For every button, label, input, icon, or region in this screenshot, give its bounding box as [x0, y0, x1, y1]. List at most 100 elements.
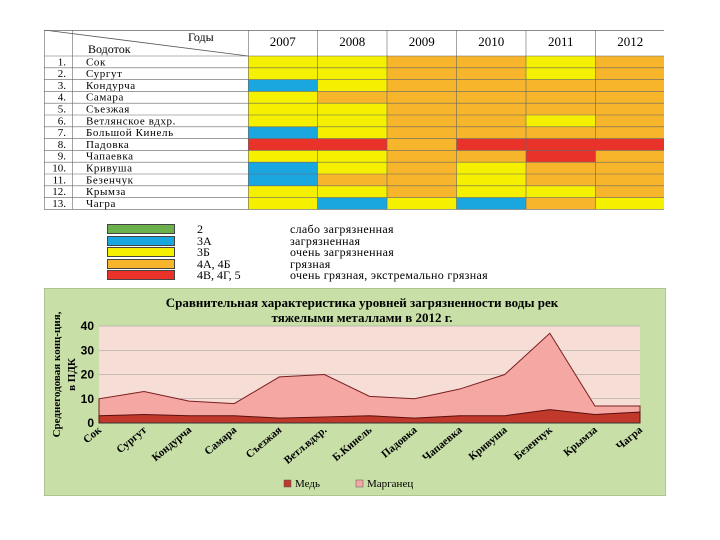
year-header: 2011: [548, 34, 574, 49]
watercourse-name: Чапаевка: [86, 151, 134, 163]
class-cell: [456, 174, 526, 186]
header-diagonal: [44, 30, 249, 57]
legend-key: [283, 479, 292, 488]
class-cell: [456, 56, 526, 68]
heavy-metals-chart: Сравнительная характеристика уровней заг…: [44, 288, 666, 496]
row-number: 9.: [58, 151, 67, 163]
row-number: 10.: [52, 163, 66, 175]
class-cell: [595, 103, 664, 115]
row-number: 7.: [58, 127, 67, 139]
class-cell: [456, 126, 526, 139]
legend-code: 2: [197, 222, 203, 236]
watercourse-name: Падовка: [86, 139, 129, 151]
class-cell: [456, 103, 526, 115]
class-cell: [526, 126, 596, 139]
class-cell: [526, 150, 596, 163]
header-watercourse-label: Водоток: [88, 42, 131, 56]
class-cell: [387, 67, 457, 80]
legend-row: 3Б очень загрязненная: [107, 245, 637, 259]
class-cell: [456, 150, 526, 163]
legend-key: [355, 479, 364, 488]
class-cell: [387, 138, 457, 151]
class-cell: [595, 67, 664, 80]
class-cell: [456, 197, 526, 210]
class-cell: [595, 150, 664, 163]
class-cell: [387, 197, 457, 210]
legend-code: 4А, 4Б: [197, 256, 231, 271]
class-cell: [595, 115, 664, 127]
row-number: 1.: [58, 56, 67, 68]
y-tick-label: 0: [87, 416, 94, 430]
class-cell: [526, 115, 596, 127]
watercourse-name: Безенчук: [86, 174, 134, 186]
legend-row: 4В, 4Г, 5 очень грязная, экстремально гр…: [107, 268, 637, 282]
class-cell: [387, 56, 457, 68]
y-tick-label: 10: [81, 392, 95, 406]
legend-text: грязная: [290, 256, 331, 271]
header-years-label: Годы: [188, 30, 214, 44]
class-cell: [248, 115, 318, 127]
watercourse-name: Кондурча: [86, 80, 136, 92]
series-area-copper: [98, 409, 641, 424]
class-cell: [387, 79, 457, 92]
series-area-manganese: [98, 332, 641, 424]
class-cell: [387, 174, 457, 186]
legend-code: 3Б: [197, 245, 210, 259]
pollution-class-table: Годы Водоток 2007 2008 2009 2010 2011 2012 1. Сок…: [44, 30, 664, 210]
class-cell: [317, 91, 387, 104]
legend-row: 3А загрязненная: [107, 233, 637, 248]
class-cell: [456, 185, 526, 198]
class-cell: [317, 138, 387, 151]
year-header: 2007: [270, 34, 297, 49]
class-cell: [387, 150, 457, 163]
class-cell: [248, 185, 318, 198]
legend-text: загрязненная: [290, 233, 361, 248]
class-cell: [456, 67, 526, 80]
row-number: 6.: [58, 115, 67, 127]
class-cell: [456, 138, 526, 151]
y-tick-label: 40: [81, 319, 95, 333]
class-cell: [248, 67, 318, 80]
class-cell: [317, 150, 387, 163]
class-cell: [317, 126, 387, 139]
legend-text: очень грязная, экстремально грязная: [290, 268, 488, 282]
row-number: 5.: [58, 104, 67, 116]
class-cell: [595, 56, 664, 68]
class-cell: [387, 162, 457, 174]
pollution-legend: 2 слабо загрязненная 3А загрязненная 3Б …: [107, 222, 637, 282]
class-cell: [387, 91, 457, 104]
watercourse-name: Чагра: [86, 198, 116, 210]
watercourse-name: Съезжая: [86, 104, 130, 116]
class-cell: [595, 174, 664, 186]
class-cell: [248, 56, 318, 68]
row-number: 4.: [58, 92, 67, 104]
class-cell: [526, 138, 596, 151]
class-cell: [526, 162, 596, 174]
class-cell: [317, 56, 387, 68]
watercourse-name: Сок: [86, 56, 106, 68]
class-cell: [595, 162, 664, 174]
class-cell: [387, 103, 457, 115]
year-header: 2008: [339, 34, 365, 49]
class-cell: [526, 174, 596, 186]
legend-row: 2 слабо загрязненная: [107, 222, 637, 236]
legend-code: 4В, 4Г, 5: [197, 268, 241, 282]
row-number: 13.: [52, 198, 66, 210]
watercourse-name: Кривуша: [86, 163, 133, 175]
row-number: 11.: [53, 174, 67, 186]
row-number: 3.: [58, 80, 67, 92]
y-tick-label: 30: [81, 343, 95, 357]
class-cell: [595, 126, 664, 139]
class-cell: [248, 162, 318, 174]
row-number: 8.: [58, 139, 67, 151]
legend-code: 3А: [197, 233, 212, 248]
class-cell: [595, 91, 664, 104]
watercourse-name: Большой Кинель: [86, 127, 174, 139]
class-cell: [595, 185, 664, 198]
class-cell: [595, 138, 664, 151]
legend-label: Медь: [295, 478, 320, 490]
class-cell: [317, 103, 387, 115]
watercourse-name: Сургут: [86, 68, 122, 80]
y-axis-label: Среднегодовая конц-ция,: [51, 311, 63, 437]
legend-swatch: [107, 235, 175, 246]
